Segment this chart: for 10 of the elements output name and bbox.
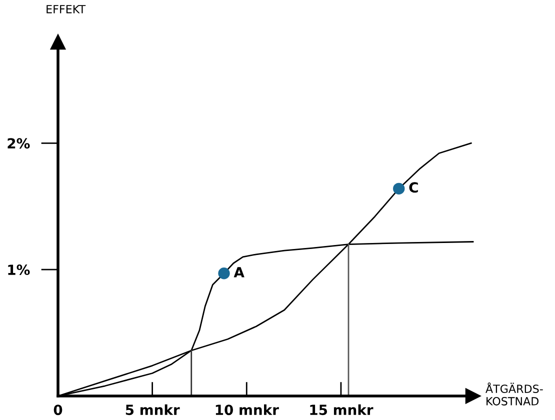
x-axis-title: ÅTGÄRDS- KOSTNAD [486,382,543,406]
annotation: A [234,267,244,278]
y-tick-label: 2% [8,138,30,149]
y-axis-title: EFFEKT [46,5,86,14]
x-tick-label: 15 mnkr [310,404,374,416]
x-tick-label: 5 mnkr [126,404,180,416]
y-tick-label: 1% [8,264,30,276]
x-tick-label: 10 mnkr [216,404,279,416]
annotation: C [409,182,418,193]
x-tick-label: 0 [54,404,62,416]
